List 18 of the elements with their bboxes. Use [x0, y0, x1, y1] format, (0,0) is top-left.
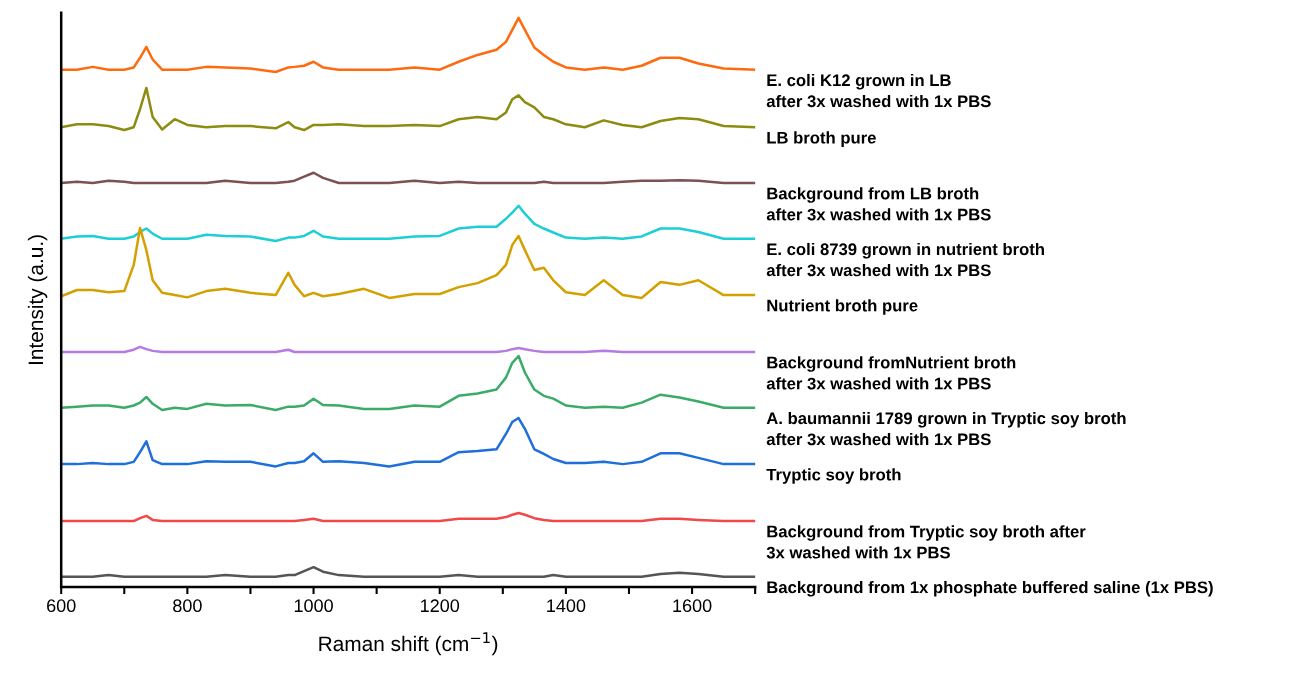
- series-label: A. baumannii 1789 grown in Tryptic soy broth after 3x washed with 1x PBS: [766, 411, 1126, 446]
- series-label: Background from LB broth after 3x washed with 1x PBS: [766, 187, 991, 221]
- x-tick-label: 800: [173, 599, 202, 613]
- x-tick-label: 1400: [547, 599, 586, 613]
- series-label: Nutrient broth pure: [767, 299, 918, 315]
- series-label: LB broth pure: [767, 131, 876, 147]
- series-label: E. coli K12 grown in LB after 3x washed with 1x PBS: [766, 73, 991, 108]
- x-tick-label: 1200: [421, 599, 460, 613]
- x-tick-label: 600: [47, 599, 76, 613]
- series-label: Background from Tryptic soy broth after 3x washed with 1x PBS: [766, 525, 1086, 559]
- series-label: E. coli 8739 grown in nutrient broth after 3x washed with 1x PBS: [766, 242, 1044, 277]
- y-axis-title: Intensity (a.u.): [27, 235, 48, 364]
- series-label: Background from 1x phosphate buffered saline (1x PBS): [767, 580, 1213, 597]
- series-label: Tryptic soy broth: [766, 468, 901, 484]
- x-axis-title: Raman shift (cm$^{−1}$): [319, 632, 498, 656]
- series-label: Background fromNutrient broth after 3x washed with 1x PBS: [766, 356, 1016, 390]
- x-tick-label: 1600: [673, 599, 712, 613]
- x-tick-label: 1000: [294, 599, 333, 613]
